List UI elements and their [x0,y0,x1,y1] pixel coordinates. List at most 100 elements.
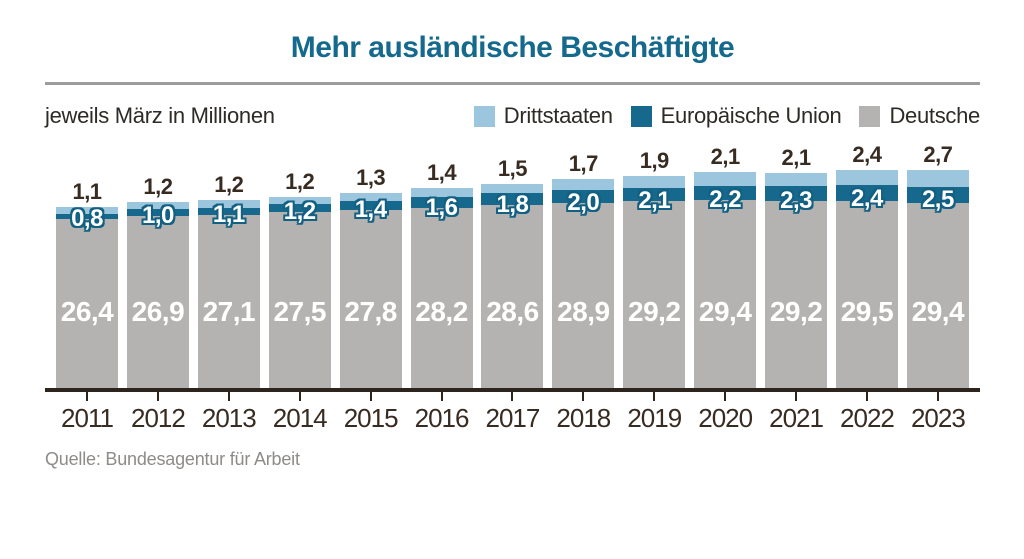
legend-label: Drittstaaten [503,103,613,128]
deutsche-value-label: 29,2 [769,296,823,327]
year-label: 2023 [910,403,966,433]
bar-column-2023: 2,7 2,5 29,4 [906,142,969,388]
segment-drittstaaten [906,170,969,187]
year-label: 2021 [769,403,824,433]
eu-value-label: 2,2 [709,185,742,213]
x-axis-label-2019: 2019 [623,392,685,433]
bar-column-2021: 2,1 2,3 29,2 [765,143,828,388]
deutsche-value-label: 26,9 [131,296,185,327]
drittstaaten-value-label: 1,1 [72,178,102,204]
x-axis-label-2017: 2017 [481,392,543,433]
legend-swatch-europaeische-union-icon [630,105,652,127]
source-note: Quelle: Bundesagentur für Arbeit [45,449,300,469]
eu-value-label: 2,1 [638,187,671,215]
eu-value-label: 1,6 [425,193,458,221]
segment-deutsche [126,215,189,388]
axis-tick [369,392,372,401]
segment-europaeische-union [268,204,331,212]
year-label: 2013 [201,403,257,433]
deutsche-value-label: 29,5 [840,296,894,327]
drittstaaten-value-label: 1,4 [426,160,457,186]
segment-europaeische-union [197,207,260,215]
bar-column-2018: 1,7 2,0 28,9 [552,143,615,388]
legend: Drittstaaten Europäische Union Deutsche [473,103,980,129]
bar-column-2014: 1,2 1,2 27,5 [268,143,331,388]
deutsche-value-label: 29,4 [911,296,965,327]
segment-europaeische-union [835,185,898,201]
segment-drittstaaten [339,192,402,202]
segment-drittstaaten [126,201,189,210]
drittstaaten-value-label: 2,7 [923,142,953,167]
year-label: 2019 [627,403,682,433]
segment-europaeische-union [906,187,969,203]
x-axis-label-2014: 2014 [269,392,331,433]
axis-tick [582,392,585,401]
drittstaaten-value-label: 1,3 [356,164,386,190]
segment-drittstaaten [410,188,473,198]
eu-value-label: 2,4 [851,185,883,213]
x-axis-label-2011: 2011 [56,392,118,433]
legend-label: Deutsche [889,103,980,128]
segment-drittstaaten [623,175,686,188]
legend-item-europaeische-union: Europäische Union [630,103,842,129]
segment-deutsche [623,201,686,388]
drittstaaten-value-label: 1,2 [214,171,244,197]
bar-column-2020: 2,1 2,2 29,4 [694,143,757,388]
segment-drittstaaten [552,179,615,191]
x-axis-label-2015: 2015 [340,392,402,433]
axis-tick [724,392,727,401]
year-label: 2015 [343,403,399,433]
x-axis-labels: 2011 2012 2013 2014 2015 2016 2017 2018 2019 2020… [45,392,980,433]
year-label: 2018 [556,403,611,433]
bar-column-2022: 2,4 2,4 29,5 [835,142,898,388]
legend-item-deutsche: Deutsche [859,103,980,129]
eu-value-label: 1,1 [212,200,245,228]
bar-chart-plot-area: 1,1 0,8 26,4 1,2 1,0 26,9 1,2 1,1 27,1 1,2 1,2 27,5… [45,143,980,392]
axis-tick [865,392,868,401]
deutsche-value-label: 26,4 [60,296,114,327]
x-axis-label-2018: 2018 [552,392,614,433]
segment-deutsche [410,207,473,388]
bar-column-2011: 1,1 0,8 26,4 [56,143,118,388]
deutsche-value-label: 28,9 [557,296,610,327]
year-label: 2016 [414,403,470,433]
legend-label: Europäische Union [660,103,842,128]
legend-swatch-deutsche-icon [859,105,881,127]
bar-column-2012: 1,2 1,0 26,9 [126,143,189,388]
segment-deutsche [552,203,615,388]
drittstaaten-value-label: 2,4 [852,142,882,167]
segment-deutsche [765,201,828,388]
drittstaaten-value-label: 1,9 [639,147,670,173]
drittstaaten-value-label: 1,2 [143,173,173,199]
axis-tick [156,392,159,401]
axis-tick [653,392,656,401]
segment-deutsche [835,200,898,388]
drittstaaten-value-label: 2,1 [781,144,812,170]
eu-value-label: 1,8 [496,190,529,218]
segment-europaeische-union [481,193,544,205]
deutsche-value-label: 29,4 [698,296,752,327]
year-label: 2017 [485,403,541,433]
segment-deutsche [268,212,331,388]
bar-column-2013: 1,2 1,1 27,1 [197,143,260,388]
x-axis-label-2020: 2020 [694,392,756,433]
chart-header: jeweils März in Millionen Drittstaaten E… [45,101,980,131]
bar-column-2016: 1,4 1,6 28,2 [410,143,473,388]
x-axis-label-2021: 2021 [765,392,827,433]
x-axis-label-2022: 2022 [836,392,898,433]
x-axis-label-2013: 2013 [198,392,260,433]
segment-deutsche [339,210,402,388]
drittstaaten-value-label: 1,5 [497,155,528,181]
segment-drittstaaten [56,206,118,214]
deutsche-value-label: 29,2 [628,296,681,327]
year-label: 2011 [61,403,114,433]
x-axis-label-2016: 2016 [411,392,473,433]
segment-drittstaaten [268,196,331,205]
year-label: 2020 [698,403,753,433]
segment-europaeische-union [126,209,189,216]
deutsche-value-label: 27,5 [273,296,326,327]
segment-deutsche [906,202,969,388]
segment-drittstaaten [481,183,544,194]
segment-europaeische-union [694,185,757,200]
segment-drittstaaten [765,172,828,187]
